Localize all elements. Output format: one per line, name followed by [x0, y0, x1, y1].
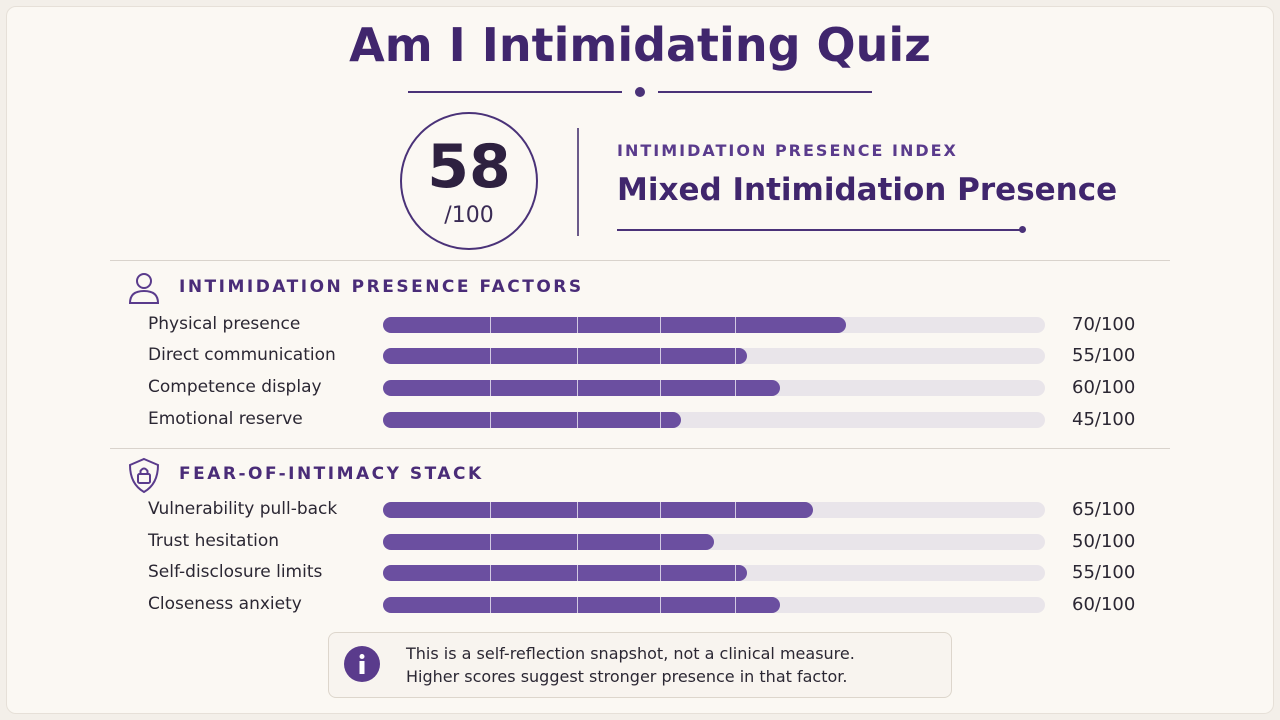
value-label: 65/100 [1072, 499, 1136, 520]
bar-divider [660, 597, 661, 613]
bar-divider [660, 565, 661, 581]
divider [577, 128, 579, 236]
bar-divider [577, 534, 578, 550]
factor-label: Direct communication [148, 345, 336, 365]
result: Mixed Intimidation Presence [617, 172, 1118, 208]
result-dot [1019, 226, 1026, 233]
factor-label: Vulnerability pull-back [148, 499, 338, 519]
bar-divider [660, 534, 661, 550]
score: 58 [427, 132, 511, 202]
factor-label: Competence display [148, 377, 322, 397]
title-dot [635, 87, 645, 97]
bar-divider [490, 380, 491, 396]
bar [383, 597, 781, 613]
bar-divider [660, 348, 661, 364]
factor-label: Emotional reserve [148, 409, 303, 429]
bar-divider [735, 348, 736, 364]
factor-label: Physical presence [148, 314, 301, 334]
bar-divider [577, 502, 578, 518]
bar-divider [490, 597, 491, 613]
bar-divider [735, 317, 736, 333]
bar [383, 412, 681, 428]
separator [110, 260, 1170, 261]
value-label: 60/100 [1072, 594, 1136, 615]
bar-divider [490, 317, 491, 333]
value-label: 50/100 [1072, 531, 1136, 552]
info-icon [344, 646, 380, 682]
score-max: /100 [444, 203, 494, 228]
bar-divider [490, 348, 491, 364]
value-label: 45/100 [1072, 409, 1136, 430]
bar-divider [577, 317, 578, 333]
bar [383, 565, 748, 581]
factor-label: Self-disclosure limits [148, 562, 323, 582]
bar-divider [577, 565, 578, 581]
person-icon [128, 273, 160, 304]
bar-divider [577, 412, 578, 428]
bar-divider [490, 412, 491, 428]
bar [383, 534, 714, 550]
note-box [328, 632, 952, 698]
bar-divider [490, 565, 491, 581]
bar-divider [735, 380, 736, 396]
bar [383, 502, 814, 518]
result-rule [617, 229, 1022, 231]
value-label: 70/100 [1072, 314, 1136, 335]
factor-label: Trust hesitation [148, 531, 280, 551]
bar-divider [660, 317, 661, 333]
value-label: 55/100 [1072, 345, 1136, 366]
title-rule [658, 91, 872, 93]
bar [383, 380, 781, 396]
bar-divider [660, 412, 661, 428]
shield-icon [128, 457, 160, 494]
value-label: 60/100 [1072, 377, 1136, 398]
bar-divider [577, 348, 578, 364]
value-label: 55/100 [1072, 562, 1136, 583]
bar-divider [660, 380, 661, 396]
bar-divider [735, 502, 736, 518]
separator [110, 448, 1170, 449]
bar-divider [490, 502, 491, 518]
bar-divider [577, 597, 578, 613]
bar-divider [490, 534, 491, 550]
note-text: This is a self-reflection snapshot, not … [406, 644, 855, 663]
score-circle [400, 112, 538, 250]
bar-divider [735, 565, 736, 581]
title-rule [408, 91, 622, 93]
bar [383, 348, 748, 364]
bar-divider [660, 502, 661, 518]
section-title: INTIMIDATION PRESENCE FACTORS [179, 277, 584, 297]
title: Am I Intimidating Quiz [349, 18, 931, 72]
kicker: INTIMIDATION PRESENCE INDEX [617, 141, 958, 160]
bar-divider [735, 597, 736, 613]
section-title: FEAR-OF-INTIMACY STACK [179, 464, 484, 484]
bar [383, 317, 847, 333]
factor-label: Closeness anxiety [148, 594, 302, 614]
bar-divider [577, 380, 578, 396]
note-text: Higher scores suggest stronger presence … [406, 667, 848, 686]
